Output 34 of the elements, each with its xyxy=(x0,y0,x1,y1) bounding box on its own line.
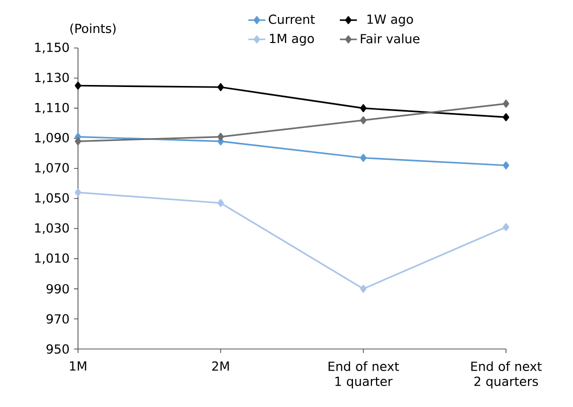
point xyxy=(360,284,367,293)
y-tick-label: 1,150 xyxy=(35,42,69,54)
point xyxy=(217,83,224,92)
point xyxy=(502,100,510,108)
point xyxy=(502,223,510,232)
y-tick-label: 1,010 xyxy=(35,253,69,264)
point xyxy=(502,113,510,122)
point xyxy=(217,199,224,208)
y-tick-label: 1,110 xyxy=(35,102,69,114)
y-axis-title: (Points) xyxy=(70,23,116,35)
point xyxy=(217,132,224,141)
y-tick-label: 1,070 xyxy=(35,163,69,174)
legend-label: 1M ago xyxy=(270,34,314,46)
y-tick-label: 990 xyxy=(46,284,69,294)
point xyxy=(74,137,82,146)
x-tick-label: End of next 1 quarter xyxy=(328,361,399,388)
x-tick-label: End of next 2 quarters xyxy=(471,361,542,388)
x-tick-label: 2M xyxy=(212,361,229,371)
point xyxy=(74,188,82,196)
y-tick-label: 1,130 xyxy=(35,72,69,84)
point xyxy=(502,161,510,170)
point xyxy=(74,82,82,90)
legend-label: Fair value xyxy=(360,34,420,44)
y-tick-label: 1,030 xyxy=(35,223,69,234)
legend-label: 1W ago xyxy=(367,14,413,26)
y-tick-label: 950 xyxy=(46,344,69,354)
y-tick-label: 970 xyxy=(46,314,69,324)
x-tick-label: 1M xyxy=(70,361,86,370)
point xyxy=(360,116,367,124)
point xyxy=(360,104,367,112)
y-tick-label: 1,050 xyxy=(35,193,69,204)
point xyxy=(360,154,367,162)
y-tick-label: 1,090 xyxy=(35,132,69,144)
legend-label: Current xyxy=(268,14,315,24)
